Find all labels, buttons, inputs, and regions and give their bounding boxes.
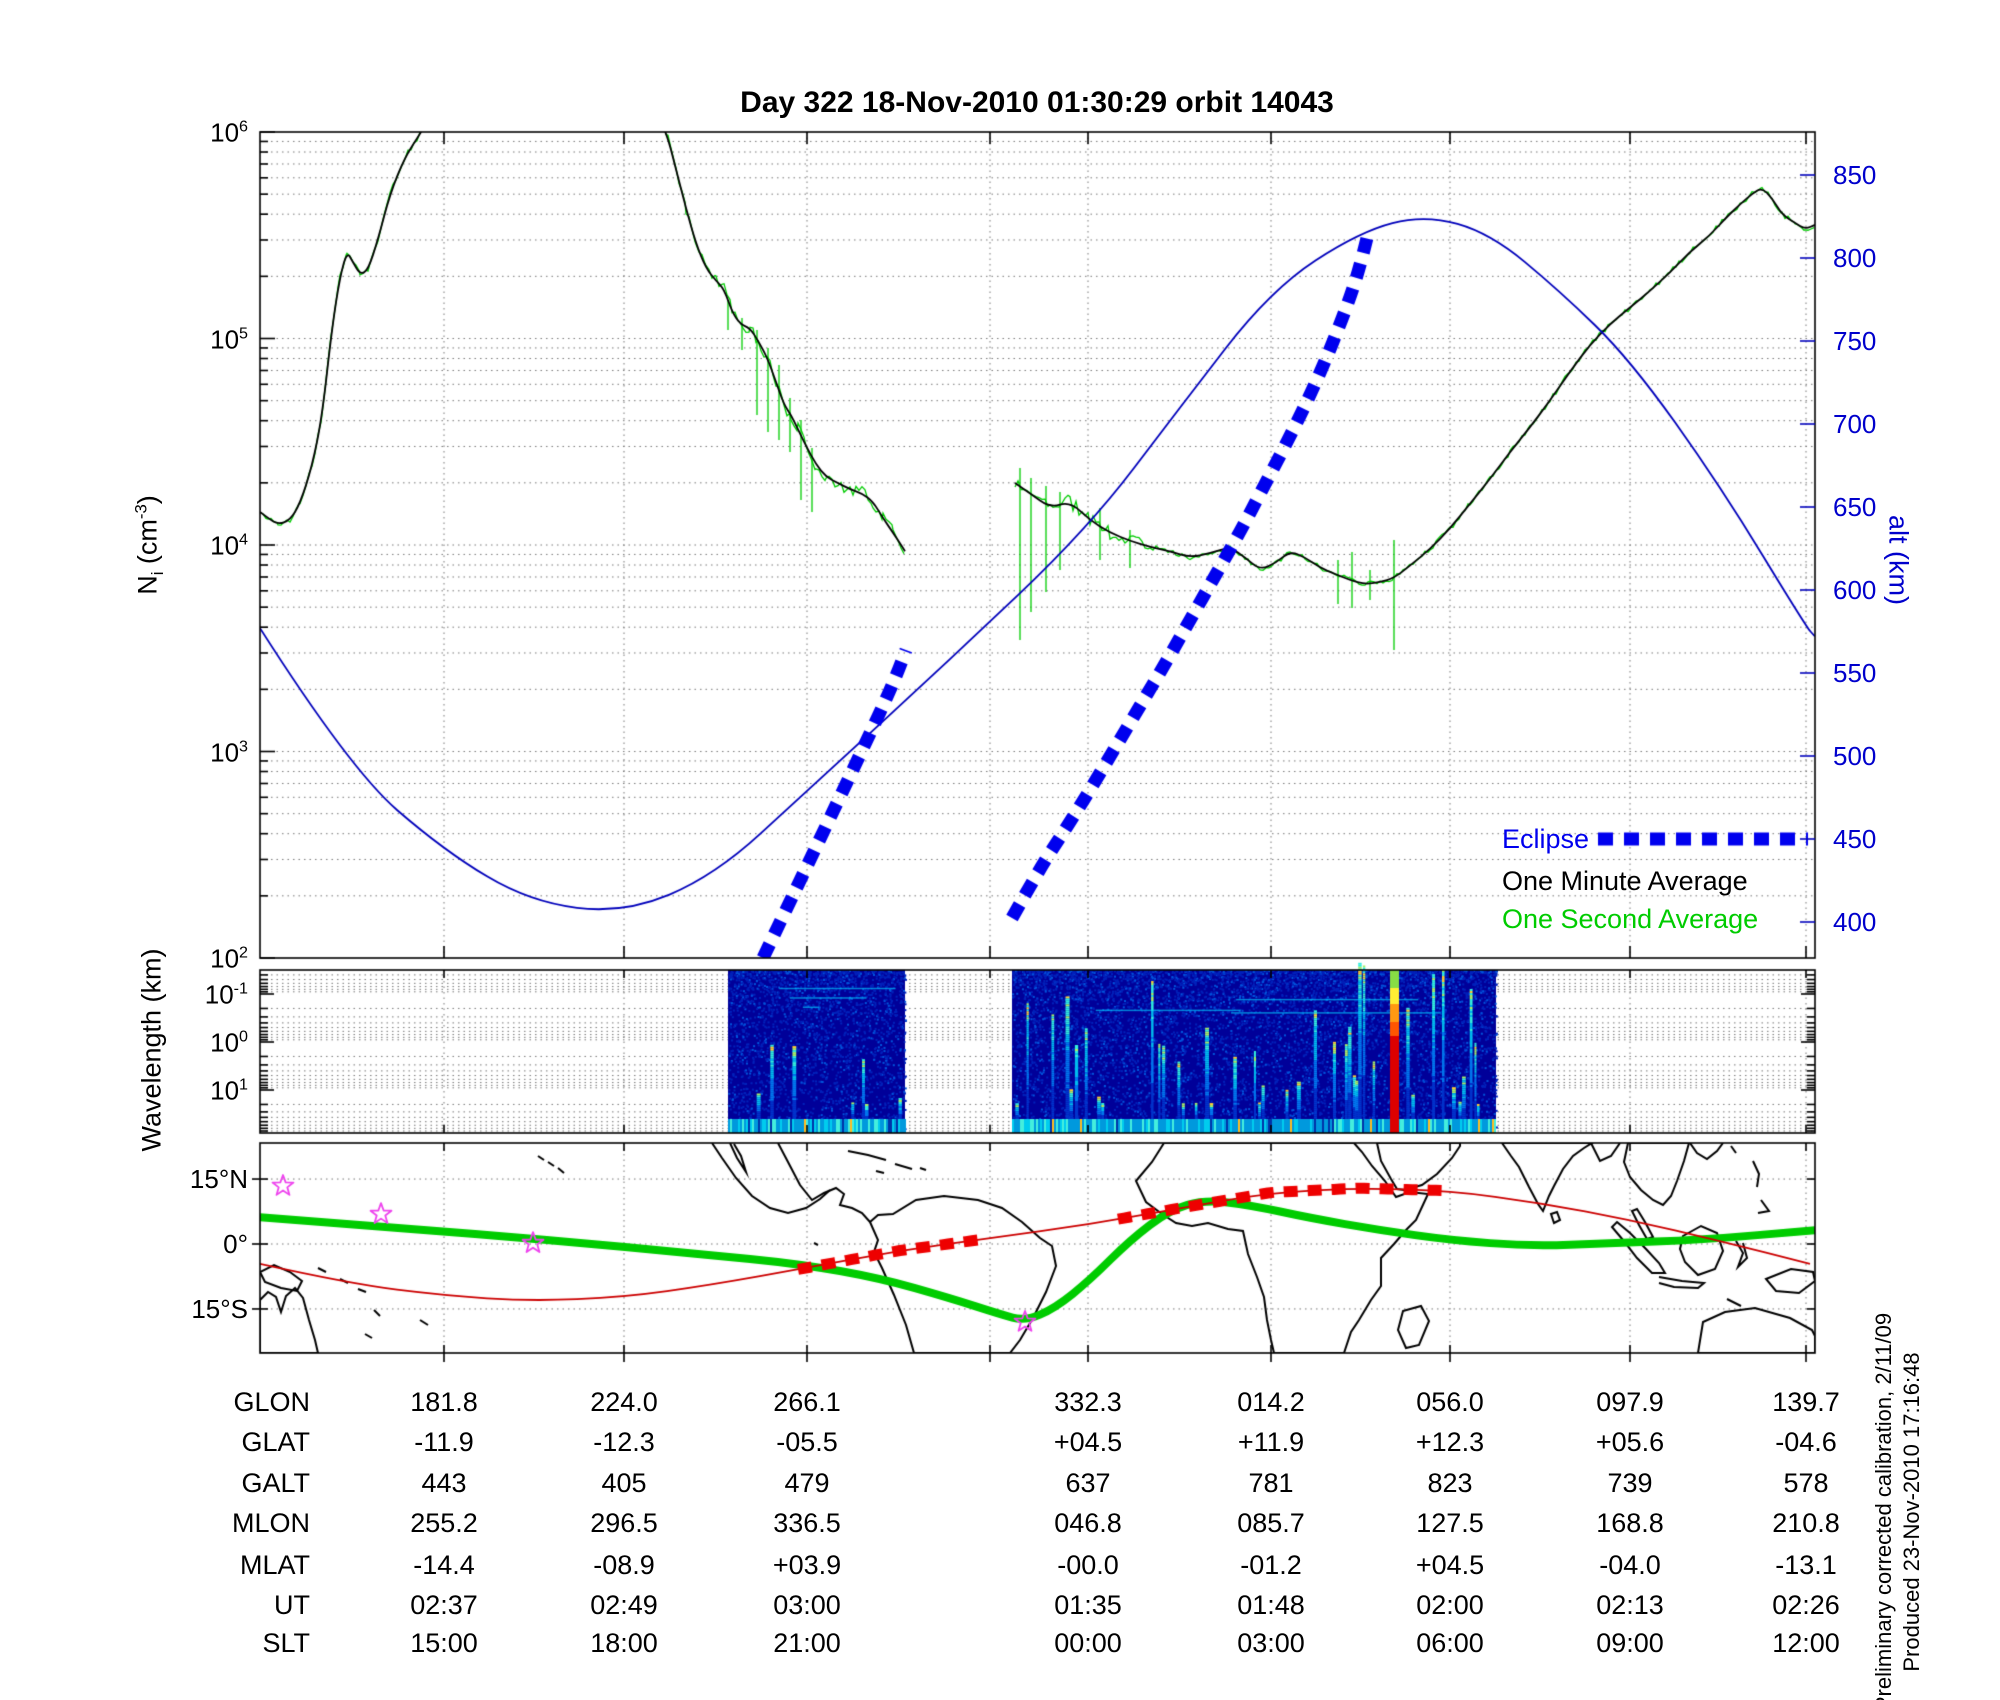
table-row-label-glat: GLAT (241, 1427, 310, 1457)
table-cell-slt-8: 12:00 (1772, 1628, 1840, 1658)
table-cell-glon-2: 224.0 (590, 1387, 658, 1417)
alt-axis-tick-600: 600 (1833, 575, 1877, 605)
table-cell-mlon-6: 127.5 (1416, 1508, 1484, 1538)
alt-axis-tick-550: 550 (1833, 658, 1877, 688)
ni-axis-tick-1e5: 105 (210, 323, 248, 354)
map-lat-tick-0: 0° (223, 1229, 248, 1259)
table-cell-glon-5: 014.2 (1237, 1387, 1305, 1417)
table-cell-ut-8: 02:26 (1772, 1590, 1840, 1620)
alt-axis-tick-650: 650 (1833, 492, 1877, 522)
table-cell-galt-5: 781 (1248, 1468, 1294, 1498)
alt-axis-label: alt (km) (1883, 515, 1914, 605)
legend-item-eclipse: Eclipse (1502, 824, 1590, 854)
side-note-calibration: Preliminary corrected calibration, 2/11/… (1871, 1312, 1896, 1700)
ni-axis-label-sup: -3 (131, 504, 151, 520)
table-cell-slt-6: 06:00 (1416, 1628, 1484, 1658)
side-note-produced: Produced 23-Nov-2010 17:16:48 (1899, 1352, 1924, 1672)
wavelength-axis-tick-1e-1: 10-1 (204, 979, 248, 1010)
ni-axis-tick-1e4: 104 (210, 530, 248, 561)
alt-axis-tick-450: 450 (1833, 824, 1877, 854)
alt-axis-tick-400: 400 (1833, 907, 1877, 937)
table-cell-mlat-2: -08.9 (593, 1550, 655, 1580)
table-cell-slt-2: 18:00 (590, 1628, 658, 1658)
table-cell-glat-4: +04.5 (1053, 1427, 1123, 1457)
table-cell-mlat-6: +04.5 (1415, 1550, 1485, 1580)
table-cell-mlon-4: 046.8 (1054, 1508, 1122, 1538)
table-cell-galt-8: 578 (1783, 1468, 1829, 1498)
table-cell-glon-7: 097.9 (1596, 1387, 1664, 1417)
table-cell-ut-7: 02:13 (1596, 1590, 1664, 1620)
table-row-label-slt: SLT (262, 1628, 310, 1658)
table-cell-glon-8: 139.7 (1772, 1387, 1840, 1417)
table-cell-mlon-5: 085.7 (1237, 1508, 1305, 1538)
alt-axis-tick-500: 500 (1833, 741, 1877, 771)
table-cell-mlat-8: -13.1 (1775, 1550, 1837, 1580)
table-cell-ut-6: 02:00 (1416, 1590, 1484, 1620)
table-cell-galt-2: 405 (601, 1468, 647, 1498)
table-cell-glon-4: 332.3 (1054, 1387, 1122, 1417)
ni-axis-tick-1e6: 106 (210, 117, 248, 148)
ni-axis-tick-1e2: 102 (210, 943, 248, 974)
wavelength-axis-tick-1e0: 100 (210, 1027, 248, 1058)
table-cell-glat-1: -11.9 (414, 1427, 474, 1457)
table-row-label-glon: GLON (233, 1387, 310, 1417)
table-cell-glat-7: +05.6 (1595, 1427, 1665, 1457)
alt-axis-tick-800: 800 (1833, 243, 1877, 273)
table-cell-glat-2: -12.3 (593, 1427, 655, 1457)
alt-axis-tick-700: 700 (1833, 409, 1877, 439)
table-cell-slt-5: 03:00 (1237, 1628, 1305, 1658)
alt-axis-tick-750: 750 (1833, 326, 1877, 356)
table-cell-slt-4: 00:00 (1054, 1628, 1122, 1658)
table-cell-slt-3: 21:00 (773, 1628, 841, 1658)
table-cell-mlon-1: 255.2 (410, 1508, 478, 1538)
table-cell-glat-3: -05.5 (776, 1427, 838, 1457)
table-row-label-galt: GALT (241, 1468, 310, 1498)
table-cell-glat-8: -04.6 (1775, 1427, 1837, 1457)
table-cell-mlon-2: 296.5 (590, 1508, 658, 1538)
table-cell-ut-4: 01:35 (1054, 1590, 1122, 1620)
table-cell-ut-1: 02:37 (410, 1590, 478, 1620)
ni-axis-label-base: N (132, 575, 163, 595)
table-cell-galt-6: 823 (1427, 1468, 1473, 1498)
table-row-label-mlat: MLAT (239, 1550, 310, 1580)
table-cell-galt-4: 637 (1065, 1468, 1111, 1498)
legend-item-one-minute-average: One Minute Average (1502, 866, 1748, 896)
table-cell-ut-5: 01:48 (1237, 1590, 1305, 1620)
table-cell-mlon-8: 210.8 (1772, 1508, 1840, 1538)
table-cell-glon-6: 056.0 (1416, 1387, 1484, 1417)
table-row-label-ut: UT (274, 1590, 310, 1620)
table-cell-mlat-1: -14.4 (413, 1550, 475, 1580)
map-lat-tick-15: 15°N (189, 1164, 248, 1195)
table-cell-mlat-7: -04.0 (1599, 1550, 1661, 1580)
table-cell-mlat-5: -01.2 (1240, 1550, 1302, 1580)
page-title: Day 322 18-Nov-2010 01:30:29 orbit 14043 (740, 86, 1334, 119)
table-cell-glat-6: +12.3 (1415, 1427, 1485, 1457)
map-lat-tick--15: 15°S (191, 1293, 248, 1324)
table-cell-galt-1: 443 (421, 1468, 467, 1498)
ni-axis-label-sub: i (147, 571, 167, 576)
alt-axis-tick-850: 850 (1833, 160, 1877, 190)
table-cell-glon-3: 266.1 (773, 1387, 841, 1417)
table-cell-mlon-7: 168.8 (1596, 1508, 1664, 1538)
wavelength-axis-tick-1e1: 101 (210, 1075, 248, 1106)
table-cell-slt-7: 09:00 (1596, 1628, 1664, 1658)
table-cell-mlat-3: +03.9 (772, 1550, 842, 1580)
table-cell-mlon-3: 336.5 (773, 1508, 841, 1538)
table-cell-mlat-4: -00.0 (1057, 1550, 1119, 1580)
ni-axis-tick-1e3: 103 (210, 736, 248, 767)
table-cell-galt-7: 739 (1607, 1468, 1653, 1498)
table-cell-ut-3: 03:00 (773, 1590, 841, 1620)
table-cell-galt-3: 479 (784, 1468, 830, 1498)
ni-axis-label-close: ) (132, 495, 163, 505)
table-cell-glat-5: +11.9 (1237, 1427, 1305, 1457)
table-row-label-mlon: MLON (231, 1508, 310, 1538)
table-cell-ut-2: 02:49 (590, 1590, 658, 1620)
table-cell-glon-1: 181.8 (410, 1387, 478, 1417)
legend-item-one-second-average: One Second Average (1502, 904, 1759, 934)
table-cell-slt-1: 15:00 (410, 1628, 478, 1658)
